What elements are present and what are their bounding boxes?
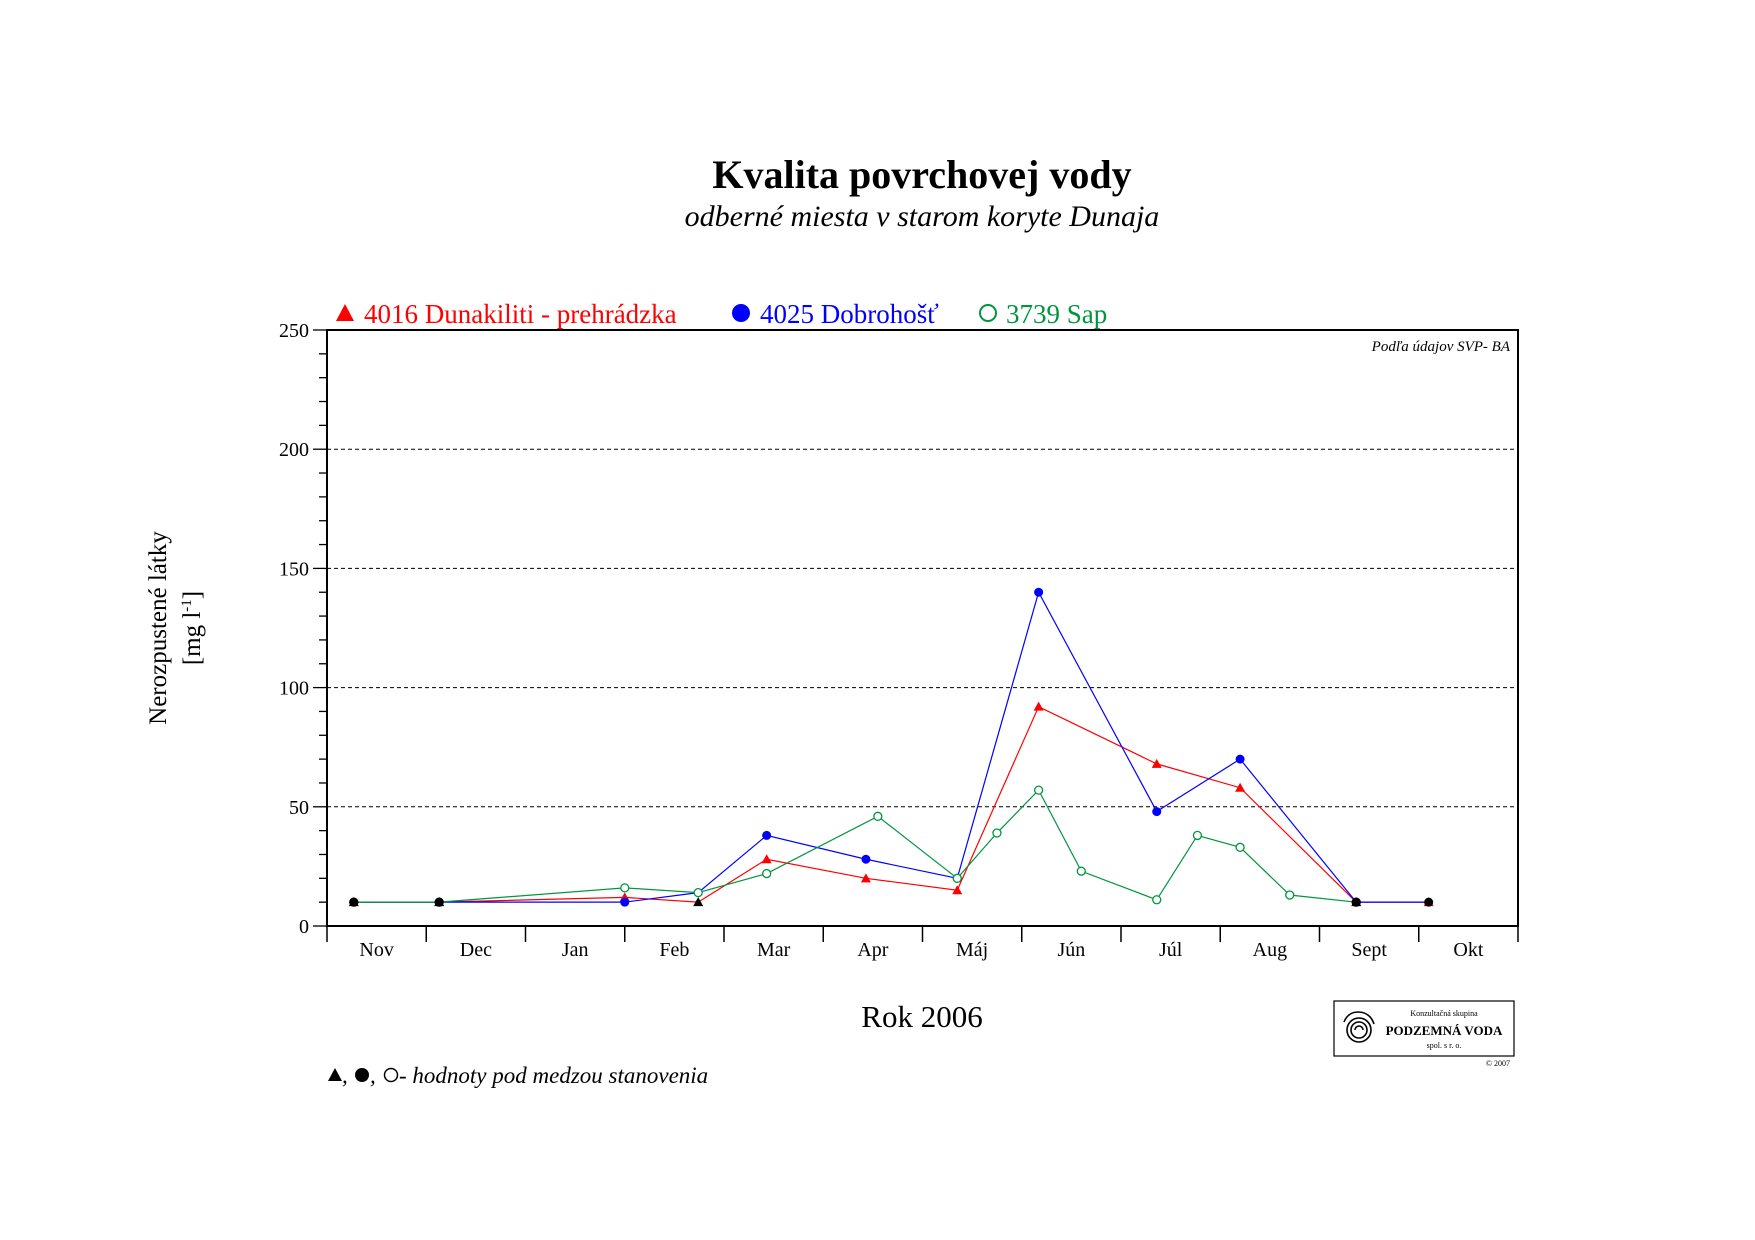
legend-label-dunakiliti: 4016 Dunakiliti - prehrádzka xyxy=(364,299,677,329)
data-point xyxy=(1235,754,1245,764)
data-point xyxy=(1285,890,1295,900)
y-tick-label: 50 xyxy=(289,797,309,819)
data-point xyxy=(861,854,871,864)
y-axis-label-line1: Nerozpustené látky xyxy=(145,531,172,725)
data-point xyxy=(1351,897,1361,907)
y-tick-label: 100 xyxy=(279,678,309,700)
footnote-filled-circle-icon xyxy=(355,1068,369,1082)
footnote-text: - hodnoty pod medzou stanovenia xyxy=(399,1063,708,1088)
data-point xyxy=(761,854,772,864)
data-point xyxy=(1151,758,1162,768)
data-point xyxy=(1152,807,1162,817)
legend: 4016 Dunakiliti - prehrádzka 4025 Dobroh… xyxy=(336,299,1107,329)
x-tick-label: Nov xyxy=(359,939,393,961)
logo-line2: PODZEMNÁ VODA xyxy=(1386,1023,1503,1038)
logo-line1: Konzultačná skupina xyxy=(1410,1009,1478,1018)
data-point xyxy=(952,885,963,895)
data-point xyxy=(762,830,772,840)
x-tick-label: Sept xyxy=(1351,939,1387,961)
data-point xyxy=(992,828,1002,838)
logo-fingerprint-icon xyxy=(1343,1011,1375,1043)
data-point xyxy=(1076,866,1086,876)
logo-copyright: © 2007 xyxy=(1486,1059,1510,1068)
x-tick-label: Aug xyxy=(1253,939,1287,961)
data-point xyxy=(1034,587,1044,597)
series-0 xyxy=(348,701,1434,907)
chart-subtitle: odberné miesta v starom koryte Dunaja xyxy=(685,200,1160,233)
data-point xyxy=(1235,842,1245,852)
x-tick-label: Apr xyxy=(857,939,888,961)
y-tick-label: 250 xyxy=(279,320,309,342)
y-tick-label: 0 xyxy=(299,916,309,938)
logo-frame xyxy=(1333,1000,1515,1057)
data-point xyxy=(873,811,883,821)
series-2 xyxy=(349,785,1361,907)
legend-label-dobrohost: 4025 Dobrohošť xyxy=(760,299,939,329)
y-tick-label: 150 xyxy=(279,558,309,580)
legend-label-sap: 3739 Sap xyxy=(1006,299,1107,329)
data-point xyxy=(349,897,359,907)
series-line xyxy=(353,590,1429,903)
data-point xyxy=(1424,897,1434,907)
plot-frame xyxy=(326,329,1519,927)
x-axis-title: Rok 2006 xyxy=(861,999,982,1034)
data-point xyxy=(952,873,962,883)
chart-title: Kvalita povrchovej vody xyxy=(712,152,1131,197)
data-point xyxy=(1192,830,1203,841)
data-point xyxy=(1152,895,1162,905)
company-logo: Konzultačná skupina PODZEMNÁ VODA spol. … xyxy=(1333,1000,1515,1068)
data-point xyxy=(693,887,703,898)
series-line xyxy=(353,705,1429,903)
legend-open-circle-icon xyxy=(979,304,997,322)
x-tick-label: Mar xyxy=(757,939,791,961)
x-tick-label: Feb xyxy=(659,939,689,961)
y-axis-label-line2: [mg l-1] xyxy=(179,591,206,665)
footnote-comma-1: , xyxy=(342,1063,348,1088)
data-point xyxy=(620,883,630,893)
y-axis: 0 50 100 150 200 250 xyxy=(279,320,327,938)
footnote-comma-2: , xyxy=(370,1063,376,1088)
logo-line3: spol. s r. o. xyxy=(1427,1041,1462,1050)
data-point xyxy=(762,868,772,879)
x-tick-label: Dec xyxy=(460,939,492,961)
y-tick-label: 200 xyxy=(279,439,309,461)
x-tick-label: Okt xyxy=(1453,939,1483,961)
data-point xyxy=(1033,785,1044,795)
x-axis: Nov Dec Jan Feb Mar Apr Máj Jún Júl Aug Sept Okt xyxy=(326,926,1519,961)
source-note: Podľa údajov SVP- BA xyxy=(1371,339,1511,355)
x-tick-label: Jan xyxy=(562,939,589,961)
legend-triangle-icon xyxy=(336,304,354,321)
data-point xyxy=(693,897,704,907)
x-tick-label: Júl xyxy=(1159,939,1183,961)
series xyxy=(348,587,1434,907)
data-point xyxy=(860,873,871,883)
x-tick-label: Máj xyxy=(956,939,988,961)
footnote-triangle-icon xyxy=(328,1068,342,1081)
data-point xyxy=(1235,782,1246,792)
footnote: , , - hodnoty pod medzou stanovenia xyxy=(328,1063,708,1088)
data-point xyxy=(434,897,444,907)
legend-filled-circle-icon xyxy=(732,304,750,322)
grid xyxy=(327,448,1518,808)
y-axis-label: Nerozpustené látky [mg l-1] xyxy=(145,531,206,725)
data-point xyxy=(1033,701,1044,711)
x-tick-label: Jún xyxy=(1057,939,1085,961)
series-1 xyxy=(349,587,1434,907)
data-point xyxy=(620,897,630,907)
footnote-open-circle-icon xyxy=(383,1067,399,1083)
